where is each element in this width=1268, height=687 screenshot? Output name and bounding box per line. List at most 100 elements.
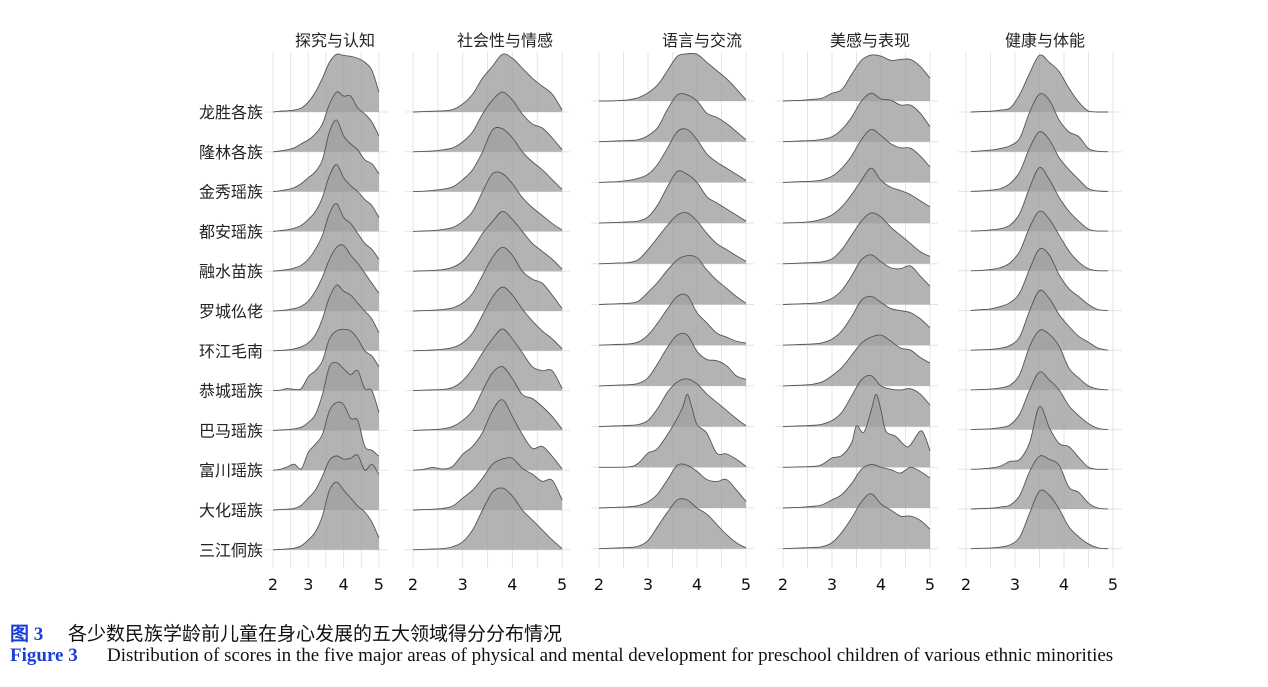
ridge-outline <box>598 498 747 550</box>
x-tick-label: 2 <box>408 575 418 594</box>
ridge-outline <box>412 328 563 392</box>
ridge-outline <box>598 93 747 143</box>
ridge-outline <box>970 406 1109 470</box>
x-tick-label: 5 <box>741 575 751 594</box>
caption-text-en: Distribution of scores in the five major… <box>107 645 1114 666</box>
ridge-outline <box>782 254 931 305</box>
ridge-outline <box>970 329 1109 391</box>
ridge-area-都安瑶族 <box>599 170 746 224</box>
panel-5: 健康与体能 2 3 4 5 <box>958 31 1122 594</box>
ridge-area-罗城仫佬 <box>783 254 930 305</box>
ridge-area-富川瑶族 <box>413 399 563 471</box>
ridge-area-金秀瑶族 <box>273 119 379 192</box>
ridge-outline <box>598 52 747 102</box>
x-tick-label: 5 <box>557 575 567 594</box>
ridge-area-三江侗族 <box>970 490 1109 549</box>
ridge-outline <box>272 119 380 193</box>
ridge-outline <box>970 247 1109 311</box>
panel-title: 社会性与情感 <box>457 31 553 50</box>
ridge-outline <box>272 481 380 551</box>
ridge-area-金秀瑶族 <box>783 129 930 183</box>
caption-chinese: 图 3 各少数民族学龄前儿童在身心发展的五大领域得分分布情况 <box>10 619 562 646</box>
panel-3: 语言与交流 2 3 4 5 <box>591 31 754 594</box>
panel-title: 探究与认知 <box>295 31 375 50</box>
ridge-area-巴马瑶族 <box>599 378 746 427</box>
ridge-area-龙胜各族 <box>273 53 379 112</box>
ridge-outline <box>272 284 380 352</box>
caption-text-cn: 各少数民族学龄前儿童在身心发展的五大领域得分分布情况 <box>68 624 563 645</box>
x-tick-label: 4 <box>339 575 349 594</box>
x-tick-label: 5 <box>925 575 935 594</box>
ridge-area-都安瑶族 <box>413 171 563 232</box>
ridge-area-融水苗族 <box>783 212 930 264</box>
ridge-area-罗城仫佬 <box>599 255 746 305</box>
x-tick-label: 3 <box>827 575 837 594</box>
x-tick-label: 3 <box>303 575 313 594</box>
ridge-area-三江侗族 <box>599 498 746 549</box>
ridge-area-隆林各族 <box>273 91 379 152</box>
ridge-area-金秀瑶族 <box>970 131 1109 192</box>
ridge-area-恭城瑶族 <box>599 333 746 386</box>
ridge-area-都安瑶族 <box>783 168 930 224</box>
ridge-outline <box>782 129 931 183</box>
ridge-outline <box>598 393 747 468</box>
caption-english: Figure 3 Distribution of scores in the fi… <box>10 645 1113 667</box>
ridge-area-都安瑶族 <box>970 167 1109 232</box>
ridge-outline <box>272 244 380 312</box>
ridge-area-环江毛南 <box>783 296 930 346</box>
ridge-outline <box>598 170 747 224</box>
ridge-area-龙胜各族 <box>970 54 1109 112</box>
ridge-outline <box>782 167 931 224</box>
ridge-outline <box>412 171 563 232</box>
ridge-area-大化瑶族 <box>273 454 379 510</box>
ridge-outline <box>272 454 380 511</box>
x-tick-label: 2 <box>268 575 278 594</box>
panel-4: 美感与表现 2 3 4 5 <box>775 31 938 594</box>
x-tick-label: 5 <box>1108 575 1118 594</box>
ridge-outline <box>970 289 1109 351</box>
ridge-area-隆林各族 <box>413 92 563 152</box>
ridge-area-巴马瑶族 <box>970 371 1109 430</box>
ridge-outline <box>272 91 380 153</box>
ridge-outline <box>412 286 563 352</box>
ridge-area-三江侗族 <box>783 493 930 549</box>
group-labels: 龙胜各族隆林各族金秀瑶族都安瑶族融水苗族罗城仫佬环江毛南恭城瑶族巴马瑶族富川瑶族… <box>199 103 263 560</box>
ridge-outline <box>272 362 380 431</box>
ridge-area-大化瑶族 <box>413 457 563 510</box>
ridge-outline <box>272 164 380 232</box>
ridge-outline <box>412 487 563 551</box>
group-label: 融水苗族 <box>199 262 263 281</box>
ridge-outline <box>970 54 1109 113</box>
ridge-area-隆林各族 <box>599 93 746 142</box>
ridge-outline <box>272 401 380 471</box>
ridge-area-环江毛南 <box>413 287 563 351</box>
panel-title: 美感与表现 <box>830 31 910 50</box>
ridge-area-三江侗族 <box>413 487 563 550</box>
ridge-area-环江毛南 <box>599 294 746 346</box>
ridge-outline <box>782 493 931 550</box>
ridge-area-罗城仫佬 <box>970 248 1109 311</box>
x-tick-label: 4 <box>876 575 886 594</box>
x-tick-label: 4 <box>692 575 702 594</box>
ridge-area-富川瑶族 <box>783 394 930 468</box>
ridge-outline <box>970 489 1109 550</box>
ridge-outline <box>970 93 1109 153</box>
ridge-outline <box>272 53 380 113</box>
ridge-area-恭城瑶族 <box>413 328 563 391</box>
ridge-outline <box>782 393 931 468</box>
ridge-area-融水苗族 <box>970 211 1109 271</box>
ridge-area-融水苗族 <box>273 203 379 272</box>
ridge-area-巴马瑶族 <box>273 362 379 431</box>
group-label: 龙胜各族 <box>199 103 263 122</box>
ridge-area-三江侗族 <box>273 482 379 550</box>
x-tick-label: 4 <box>507 575 517 594</box>
x-tick-label: 2 <box>778 575 788 594</box>
ridge-outline <box>412 91 563 153</box>
ridge-area-金秀瑶族 <box>599 128 746 183</box>
ridge-outline <box>272 203 380 272</box>
ridge-area-龙胜各族 <box>599 53 746 101</box>
ridge-outline <box>412 53 563 113</box>
x-tick-label: 4 <box>1059 575 1069 594</box>
ridge-outline <box>782 375 931 428</box>
ridge-outline <box>412 366 563 431</box>
